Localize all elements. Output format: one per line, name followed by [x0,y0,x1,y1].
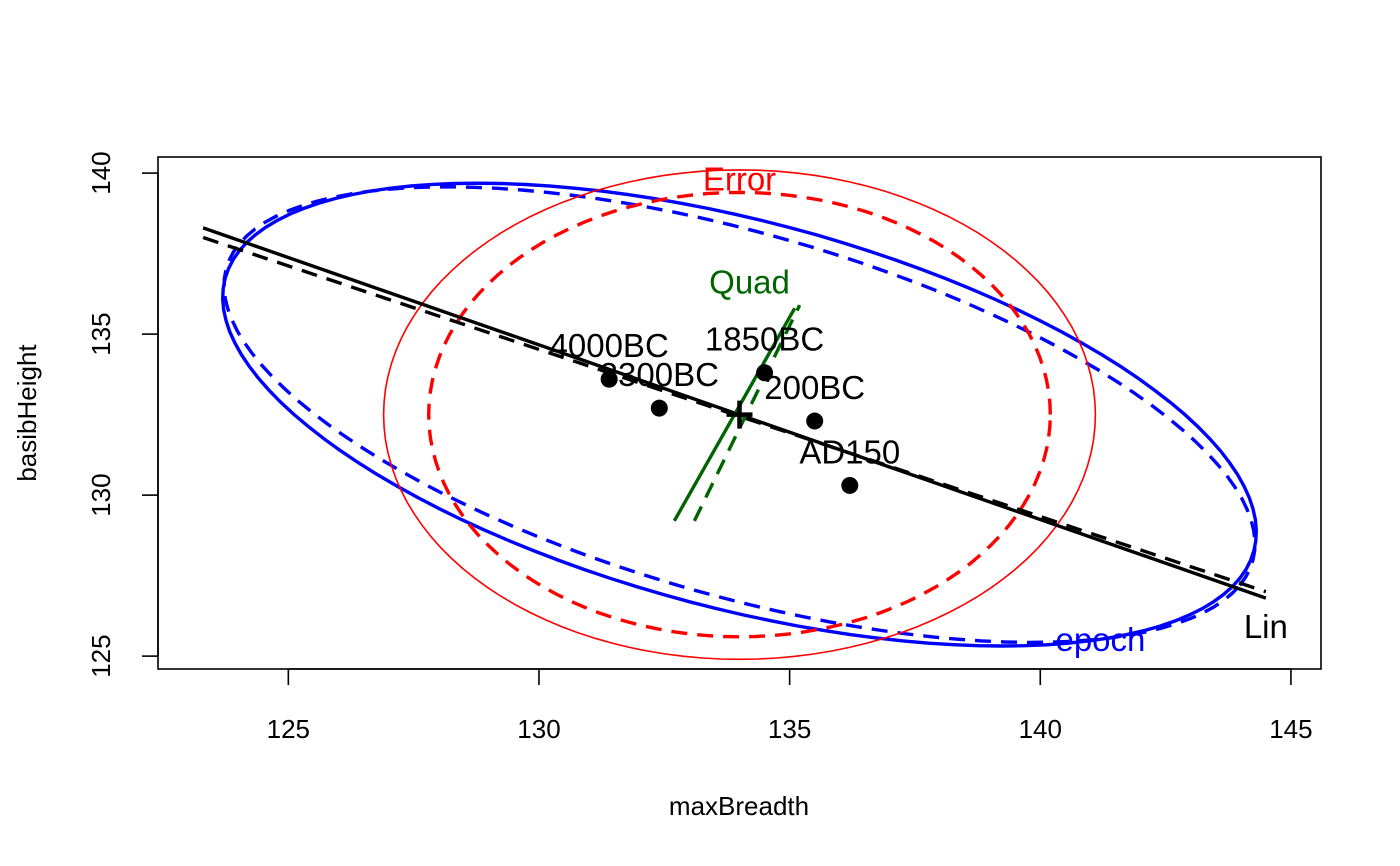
x-tick-label: 125 [267,714,310,744]
data-point-200bc [806,412,824,430]
curve-label-quad: Quad [709,264,790,301]
data-point-1850bc [756,364,774,382]
point-label-3300bc: 3300BC [600,356,719,393]
curve-label-error: Error [703,161,776,198]
curve-label-epoch: epoch [1055,621,1145,658]
x-tick-label: 135 [768,714,811,744]
y-tick-label: 135 [86,312,116,355]
point-label-1850bc: 1850BC [705,321,824,358]
y-tick-label: 140 [86,151,116,194]
x-axis-title: maxBreadth [669,791,809,821]
x-tick-label: 145 [1269,714,1312,744]
point-label-4000bc: 4000BC [550,327,669,364]
x-tick-label: 130 [517,714,560,744]
x-axis: 125 130 135 140 145 [267,668,1313,744]
epoch-ellipse-dashed [222,185,1257,645]
error-ellipse-dashed [426,190,1053,639]
data-point-3300bc [650,399,668,417]
error-ellipse [382,169,1097,661]
x-tick-label: 140 [1019,714,1062,744]
point-label-200bc: 200BC [764,369,865,406]
y-tick-label: 130 [86,473,116,516]
point-label-ad150: AD150 [799,433,900,470]
y-axis: 125 130 135 140 [86,151,159,678]
curve-label-lin: Lin [1244,608,1288,645]
quad-line-dashed [692,304,802,522]
data-point-ad150 [841,476,859,494]
y-axis-title: basibHeight [12,344,42,482]
data-point-4000bc [600,370,618,388]
y-tick-label: 125 [86,634,116,677]
